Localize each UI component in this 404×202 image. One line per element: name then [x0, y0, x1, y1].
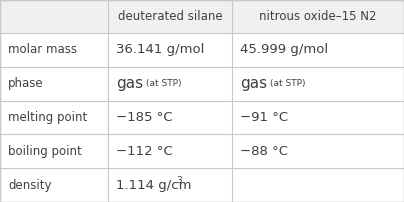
Text: −112 °C: −112 °C [116, 145, 173, 158]
Text: density: density [8, 179, 51, 192]
Text: melting point: melting point [8, 111, 87, 124]
Text: molar mass: molar mass [8, 43, 77, 56]
Text: −88 °C: −88 °C [240, 145, 288, 158]
Text: 45.999 g/mol: 45.999 g/mol [240, 43, 328, 56]
Bar [0, 0, 404, 33]
Text: gas: gas [116, 76, 143, 91]
Text: −91 °C: −91 °C [240, 111, 288, 124]
Text: boiling point: boiling point [8, 145, 82, 158]
Text: 1.114 g/cm: 1.114 g/cm [116, 179, 191, 192]
Text: deuterated silane: deuterated silane [118, 10, 222, 23]
Text: (at STP): (at STP) [270, 79, 305, 88]
Text: (at STP): (at STP) [146, 79, 181, 88]
Text: 36.141 g/mol: 36.141 g/mol [116, 43, 204, 56]
Text: gas: gas [240, 76, 267, 91]
Text: phase: phase [8, 77, 44, 90]
Text: 3: 3 [176, 176, 182, 185]
Text: nitrous oxide–15 N2: nitrous oxide–15 N2 [259, 10, 377, 23]
Text: −185 °C: −185 °C [116, 111, 173, 124]
